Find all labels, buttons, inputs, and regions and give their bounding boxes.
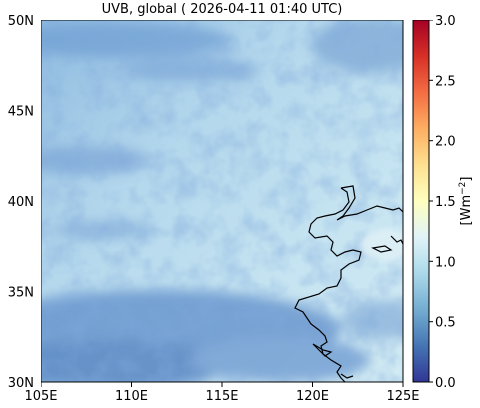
lon-label-125e: 125E [386, 389, 419, 404]
coastline [294, 187, 362, 382]
colorbar-tick-5: 2.5 [435, 74, 456, 89]
uvb-map [41, 20, 433, 387]
lon-label-105e: 105E [24, 389, 57, 404]
lon-label-110e: 110E [115, 389, 148, 404]
uvb-field [41, 20, 403, 382]
colorbar-tick-3: 1.5 [435, 195, 456, 210]
lon-label-115e: 115E [205, 389, 238, 404]
colorbar-tick-2: 1.0 [435, 255, 456, 270]
lat-label-30n: 30N [8, 376, 34, 391]
colorbar-tick-1: 0.5 [435, 316, 456, 331]
map-title: UVB, global ( 2026-04-11 01:40 UTC) [101, 2, 343, 17]
colorbar-tick-4: 2.0 [435, 135, 456, 150]
colorbar-label: [Wm−2] [458, 177, 474, 226]
lat-label-50n: 50N [8, 14, 34, 29]
colorbar-tick-6: 3.0 [435, 14, 456, 29]
lat-label-40n: 40N [8, 195, 34, 210]
lat-label-45n: 45N [8, 105, 34, 120]
lat-label-35n: 35N [8, 286, 34, 301]
lon-label-120e: 120E [296, 389, 329, 404]
colorbar-tick-0: 0.0 [435, 376, 456, 391]
